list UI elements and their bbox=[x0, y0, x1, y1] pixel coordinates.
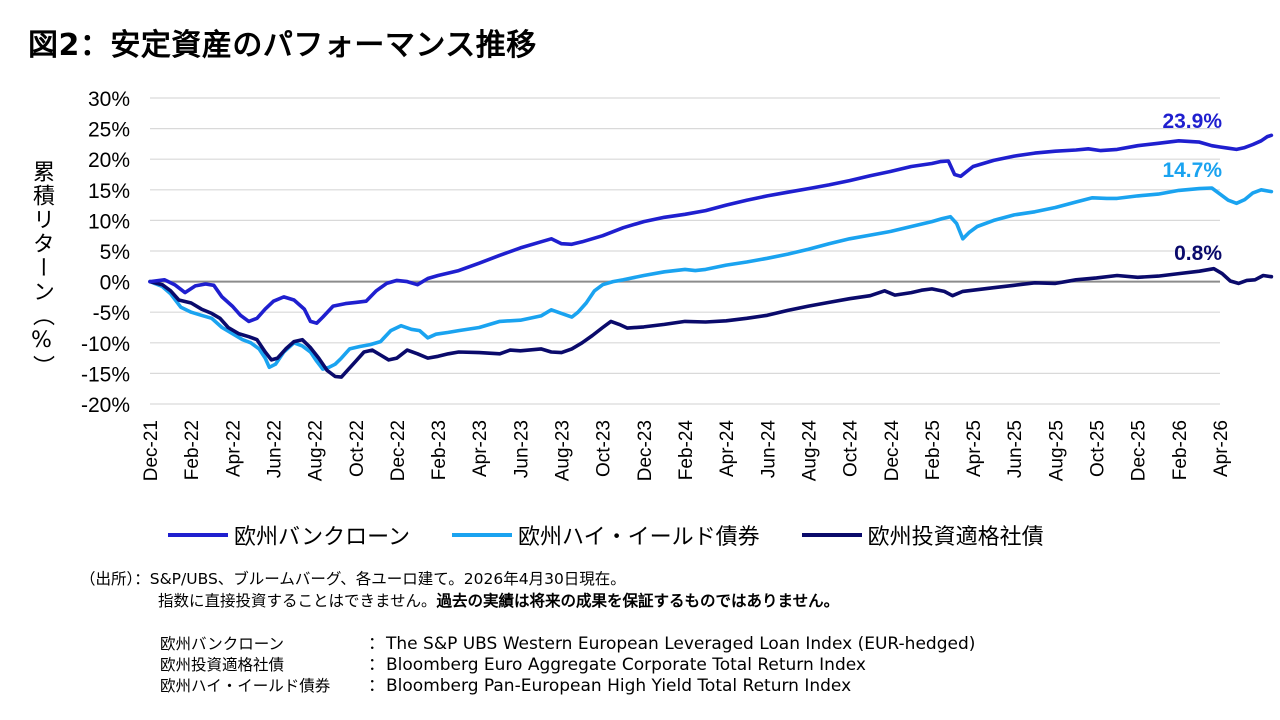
source-warning: 過去の実績は将来の成果を保証するものではありません。 bbox=[436, 592, 840, 610]
definition-desc: Bloomberg Euro Aggregate Corporate Total… bbox=[386, 655, 866, 675]
x-tick-label: Aug-23 bbox=[553, 420, 574, 481]
legend-swatch-loan bbox=[168, 533, 228, 537]
end-label-ig: 0.8% bbox=[1174, 242, 1222, 265]
x-tick-label: Feb-25 bbox=[923, 420, 944, 480]
y-axis-label: 累積リターン（%） bbox=[29, 160, 54, 379]
x-tick-label: Apr-24 bbox=[717, 420, 738, 477]
x-tick-label: Dec-21 bbox=[141, 420, 162, 481]
x-tick-label: Feb-26 bbox=[1170, 420, 1191, 480]
series-line-ig bbox=[148, 266, 1274, 379]
x-tick-label: Aug-22 bbox=[306, 420, 327, 481]
x-tick-label: Apr-22 bbox=[223, 420, 244, 477]
x-tick-label: Jun-25 bbox=[1005, 420, 1026, 478]
x-tick-label: Dec-22 bbox=[388, 420, 409, 481]
definition-name: 欧州投資適格社債 bbox=[160, 656, 285, 674]
definition-colon: ： bbox=[368, 634, 385, 654]
legend-label-ig: 欧州投資適格社債 bbox=[867, 525, 1044, 550]
legend-item-hy: 欧州ハイ・イールド債券 bbox=[452, 519, 760, 551]
x-tick-label: Dec-23 bbox=[635, 420, 656, 481]
y-tick-label: 25% bbox=[88, 119, 130, 142]
page-title: 図2：安定資産のパフォーマンス推移 bbox=[28, 28, 537, 63]
performance-line-chart: 30% 25% 20% 15% 10% 5% 0% -5% -10% -15% -20% Dec-21… bbox=[81, 88, 1274, 482]
definition-desc: The S&P UBS Western European Leveraged L… bbox=[386, 634, 976, 654]
y-tick-label: -15% bbox=[81, 363, 130, 386]
definition-name: 欧州バンクローン bbox=[160, 635, 285, 653]
definition-row: 欧州ハイ・イールド債券 ： Bloomberg Pan-European Hig… bbox=[160, 676, 975, 697]
definition-colon: ： bbox=[368, 676, 385, 696]
definition-desc: Bloomberg Pan-European High Yield Total … bbox=[386, 676, 852, 696]
x-tick-label: Oct-22 bbox=[347, 420, 368, 477]
definition-row: 欧州投資適格社債 ： Bloomberg Euro Aggregate Corp… bbox=[160, 655, 975, 676]
series-line-loan bbox=[148, 133, 1274, 325]
source-line-1: （出所）：S&P/UBS、ブルームバーグ、各ユーロ建て。2026年4月30日現在… bbox=[80, 570, 626, 588]
y-tick-label: 30% bbox=[88, 88, 130, 111]
x-tick-label: Oct-25 bbox=[1088, 420, 1109, 477]
x-tick-label: Aug-25 bbox=[1046, 420, 1067, 481]
y-tick-label: -20% bbox=[81, 394, 130, 417]
y-tick-label: 10% bbox=[88, 210, 130, 233]
x-tick-label: Apr-26 bbox=[1211, 420, 1232, 477]
chart-legend: 欧州バンクローン 欧州ハイ・イールド債券 欧州投資適格社債 bbox=[168, 518, 1086, 552]
index-definitions: 欧州バンクローン ： The S&P UBS Western European … bbox=[160, 634, 975, 697]
x-tick-label: Jun-23 bbox=[511, 420, 532, 478]
x-tick-label: Feb-24 bbox=[676, 420, 697, 481]
legend-label-hy: 欧州ハイ・イールド債券 bbox=[518, 525, 760, 550]
x-tick-label: Jun-22 bbox=[264, 420, 285, 478]
x-tick-label: Oct-23 bbox=[594, 420, 615, 477]
y-tick-label: 15% bbox=[88, 180, 130, 203]
legend-item-loan: 欧州バンクローン bbox=[168, 519, 410, 551]
source-note: （出所）：S&P/UBS、ブルームバーグ、各ユーロ建て。2026年4月30日現在… bbox=[80, 568, 839, 612]
legend-item-ig: 欧州投資適格社債 bbox=[801, 519, 1044, 551]
legend-label-loan: 欧州バンクローン bbox=[234, 525, 411, 550]
definition-row: 欧州バンクローン ： The S&P UBS Western European … bbox=[160, 634, 975, 655]
end-label-hy: 14.7% bbox=[1162, 159, 1222, 182]
y-tick-label: 0% bbox=[100, 272, 130, 295]
x-tick-label: Feb-23 bbox=[429, 420, 450, 480]
x-tick-label: Oct-24 bbox=[841, 420, 862, 477]
definition-colon: ： bbox=[368, 655, 385, 675]
end-label-loan: 23.9% bbox=[1162, 110, 1222, 133]
x-tick-label: Apr-25 bbox=[964, 420, 985, 477]
x-tick-label: Aug-24 bbox=[799, 420, 820, 482]
legend-swatch-hy bbox=[452, 533, 513, 537]
x-tick-label: Jun-24 bbox=[758, 420, 779, 479]
source-line-2: 指数に直接投資することはできません。過去の実績は将来の成果を保証するものではあり… bbox=[80, 590, 839, 612]
definition-name: 欧州ハイ・イールド債券 bbox=[160, 677, 331, 695]
y-tick-label: -10% bbox=[81, 333, 130, 356]
legend-swatch-ig bbox=[801, 533, 862, 537]
y-tick-label: 5% bbox=[100, 241, 130, 264]
x-tick-label: Dec-25 bbox=[1129, 420, 1150, 481]
x-tick-label: Dec-24 bbox=[882, 420, 903, 482]
x-tick-label: Feb-22 bbox=[182, 420, 203, 480]
y-tick-label: 20% bbox=[88, 149, 130, 172]
source-disclaimer: 指数に直接投資することはできません。 bbox=[158, 592, 437, 610]
y-tick-label: -5% bbox=[93, 302, 130, 325]
x-tick-label: Apr-23 bbox=[470, 420, 491, 477]
